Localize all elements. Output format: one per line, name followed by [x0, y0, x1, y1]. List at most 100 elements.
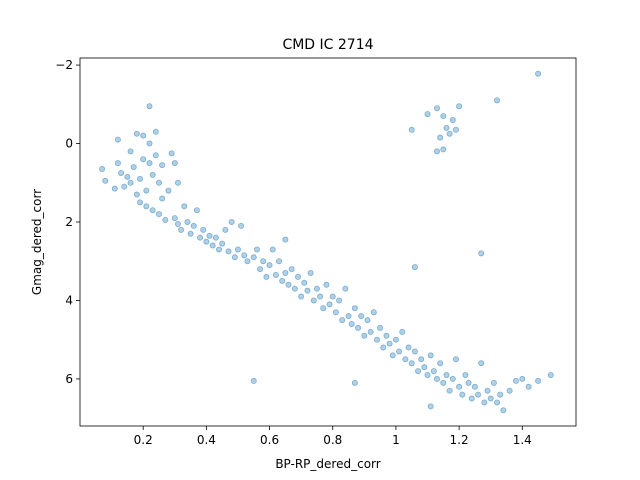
scatter-point: [212, 234, 219, 241]
scatter-point: [184, 218, 191, 225]
scatter-point: [178, 226, 185, 233]
y-tick-label: −2: [55, 58, 73, 72]
scatter-point: [250, 254, 257, 261]
scatter-point: [137, 199, 144, 206]
y-tick-label: 4: [65, 293, 73, 307]
scatter-point: [367, 328, 374, 335]
scatter-point: [111, 185, 118, 192]
scatter-point: [506, 387, 513, 394]
scatter-point: [351, 379, 358, 386]
scatter-point: [209, 242, 216, 249]
scatter-point: [323, 281, 330, 288]
scatter-point: [146, 103, 153, 110]
scatter-point: [329, 293, 336, 300]
scatter-point: [332, 309, 339, 316]
plot-frame: [79, 57, 577, 427]
scatter-point: [228, 218, 235, 225]
scatter-point: [304, 287, 311, 294]
scatter-point: [452, 126, 459, 133]
scatter-point: [490, 379, 497, 386]
scatter-point: [484, 387, 491, 394]
scatter-point: [452, 356, 459, 363]
scatter-point: [143, 203, 150, 210]
scatter-point: [405, 344, 412, 351]
scatter-point: [449, 375, 456, 382]
scatter-point: [351, 305, 358, 312]
scatter-point: [285, 281, 292, 288]
chart-title: CMD IC 2714: [282, 37, 373, 53]
scatter-point: [279, 277, 286, 284]
scatter-point: [263, 273, 270, 280]
scatter-point: [386, 340, 393, 347]
scatter-point: [336, 297, 343, 304]
scatter-point: [430, 368, 437, 375]
scatter-point: [342, 285, 349, 292]
scatter-point: [373, 336, 380, 343]
scatter-point: [269, 246, 276, 253]
scatter-point: [193, 207, 200, 214]
x-tick-label: 1: [392, 433, 400, 447]
scatter-point: [478, 360, 485, 367]
scatter-point: [206, 232, 213, 239]
scatter-point: [310, 297, 317, 304]
scatter-point: [433, 148, 440, 155]
scatter-point: [446, 387, 453, 394]
scatter-point: [140, 156, 147, 163]
scatter-point: [114, 160, 121, 167]
scatter-point: [282, 269, 289, 276]
scatter-point: [358, 313, 365, 320]
x-tick-label: 0.4: [197, 433, 216, 447]
scatter-point: [408, 126, 415, 133]
scatter-point: [149, 171, 156, 178]
scatter-point: [494, 399, 501, 406]
scatter-point: [282, 236, 289, 243]
scatter-point: [380, 344, 387, 351]
scatter-point: [127, 148, 134, 155]
scatter-point: [149, 207, 156, 214]
scatter-point: [307, 269, 314, 276]
scatter-point: [535, 70, 542, 77]
scatter-point: [197, 234, 204, 241]
scatter-point: [298, 293, 305, 300]
scatter-point: [174, 179, 181, 186]
scatter-point: [494, 97, 501, 104]
scatter-point: [260, 258, 267, 265]
scatter-point: [168, 150, 175, 157]
scatter-point: [130, 164, 137, 171]
scatter-point: [456, 103, 463, 110]
scatter-point: [497, 391, 504, 398]
scatter-point: [465, 379, 472, 386]
scatter-point: [355, 324, 362, 331]
scatter-point: [443, 124, 450, 131]
scatter-point: [440, 379, 447, 386]
scatter-point: [411, 348, 418, 355]
scatter-point: [143, 187, 150, 194]
scatter-point: [437, 134, 444, 141]
scatter-point: [140, 132, 147, 139]
scatter-point: [525, 383, 532, 390]
scatter-point: [433, 375, 440, 382]
scatter-point: [171, 160, 178, 167]
scatter-point: [377, 324, 384, 331]
scatter-point: [133, 130, 140, 137]
scatter-point: [114, 136, 121, 143]
scatter-point: [124, 173, 131, 180]
scatter-point: [121, 183, 128, 190]
scatter-point: [272, 271, 279, 278]
scatter-point: [118, 169, 125, 176]
scatter-point: [241, 252, 248, 259]
scatter-point: [468, 395, 475, 402]
scatter-point: [253, 246, 260, 253]
scatter-point: [155, 179, 162, 186]
scatter-point: [137, 175, 144, 182]
x-axis-label: BP-RP_dered_corr: [275, 457, 380, 471]
x-tick-label: 0.8: [323, 433, 342, 447]
y-tick-label: 0: [65, 137, 73, 151]
scatter-point: [424, 111, 431, 118]
scatter-point: [449, 116, 456, 123]
scatter-point: [174, 220, 181, 227]
scatter-point: [317, 293, 324, 300]
scatter-point: [165, 187, 172, 194]
scatter-point: [162, 217, 169, 224]
